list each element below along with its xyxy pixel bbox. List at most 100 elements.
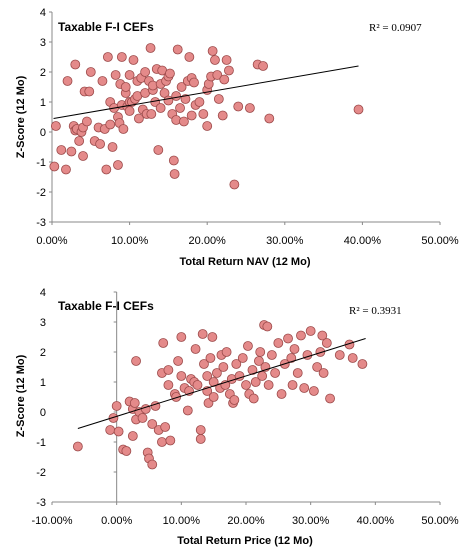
y-tick-label: 4: [40, 7, 46, 19]
data-point: [107, 142, 118, 152]
data-point: [113, 426, 124, 437]
data-point: [145, 43, 156, 53]
data-point: [169, 169, 180, 179]
y-tick-label: 1: [40, 377, 46, 389]
data-point: [318, 368, 329, 378]
data-point: [128, 55, 139, 65]
x-axis-label: Total Return Price (12 Mo): [177, 535, 313, 547]
data-point: [273, 338, 284, 348]
x-tick-label: 0.00%: [101, 515, 132, 527]
data-point: [287, 380, 298, 390]
data-point: [262, 321, 273, 332]
x-axis-ticks: -10.00% 0.00% 10.00% 20.00% 30.00% 40.00% 50.0…: [32, 502, 459, 527]
data-point: [165, 435, 176, 446]
x-tick-label: 20.00%: [227, 515, 265, 527]
data-point: [208, 392, 219, 402]
data-point: [176, 82, 187, 92]
data-point: [189, 77, 199, 88]
data-point: [159, 88, 170, 98]
x-tick-label: 50.00%: [421, 235, 459, 247]
data-point: [357, 359, 368, 369]
data-point: [127, 431, 138, 441]
data-point: [116, 52, 127, 62]
data-point: [78, 151, 88, 161]
data-point: [321, 338, 332, 348]
x-tick-label: 40.00%: [344, 235, 382, 247]
data-point: [317, 330, 328, 341]
y-axis-ticks: 4 3 2 1 0 -1 -2 -3: [36, 7, 52, 229]
data-point: [49, 161, 60, 172]
data-point: [111, 401, 122, 411]
data-point: [179, 116, 189, 127]
data-point: [131, 356, 141, 366]
data-point: [296, 330, 306, 341]
data-point: [158, 338, 169, 348]
data-point: [289, 344, 300, 354]
data-point: [155, 103, 166, 113]
data-point: [211, 368, 222, 378]
data-point: [213, 94, 224, 104]
data-point: [101, 164, 112, 175]
data-points: [72, 320, 368, 470]
data-point: [182, 405, 193, 416]
data-point: [202, 371, 213, 381]
data-point: [219, 74, 230, 85]
y-tick-label: 3: [40, 317, 46, 329]
data-point: [250, 377, 261, 387]
data-point: [207, 46, 218, 56]
data-point: [264, 113, 275, 124]
data-point: [61, 164, 71, 175]
data-point: [82, 116, 92, 127]
data-point: [85, 67, 96, 77]
data-point: [308, 386, 319, 396]
data-point: [263, 380, 274, 390]
y-axis-label: Z-Score (12 Mo): [15, 75, 27, 158]
data-point: [175, 103, 185, 113]
r-squared-label: R² = 0.3931: [349, 305, 402, 317]
y-tick-label: 4: [40, 287, 46, 299]
data-point: [102, 52, 113, 62]
data-point: [218, 362, 229, 372]
y-tick-label: -3: [36, 217, 46, 229]
y-tick-label: 1: [40, 97, 46, 109]
data-point: [95, 139, 106, 149]
data-point: [160, 422, 171, 432]
data-point: [210, 55, 220, 65]
data-point: [243, 341, 253, 351]
data-point: [194, 97, 205, 107]
data-point: [147, 419, 158, 429]
data-point: [257, 371, 268, 381]
data-point: [237, 353, 248, 363]
data-point: [146, 109, 157, 119]
data-point: [153, 145, 164, 155]
data-point: [105, 119, 116, 130]
data-point: [173, 356, 184, 366]
data-point: [315, 347, 326, 357]
x-tick-label: -10.00%: [32, 515, 73, 527]
data-points: [49, 43, 364, 190]
y-axis-label: Z-Score (12 Mo): [15, 354, 27, 437]
data-point: [180, 94, 191, 104]
data-point: [120, 82, 131, 92]
x-tick-label: 30.00%: [266, 235, 304, 247]
data-point: [292, 368, 303, 378]
data-point: [118, 124, 129, 134]
data-point: [121, 446, 132, 456]
data-point: [198, 109, 209, 119]
data-point: [212, 70, 223, 80]
data-point: [134, 113, 144, 124]
data-point: [163, 380, 174, 390]
x-tick-label: 40.00%: [357, 515, 395, 527]
trendline: [77, 338, 366, 429]
chart-title: Taxable F-I CEFs: [58, 20, 154, 34]
data-point: [217, 110, 228, 121]
y-tick-label: 0: [40, 407, 46, 419]
y-tick-label: -2: [36, 187, 46, 199]
data-point: [205, 353, 216, 363]
data-point: [244, 103, 255, 113]
data-point: [286, 353, 297, 363]
data-point: [56, 145, 67, 155]
chart-taxable-fi-cefs-price: 4 3 2 1 0 -1 -2 -3 -10.00% 0.00% 10.00% 20.00% 30.0…: [15, 287, 459, 547]
data-point: [270, 368, 281, 378]
data-point: [62, 76, 73, 86]
